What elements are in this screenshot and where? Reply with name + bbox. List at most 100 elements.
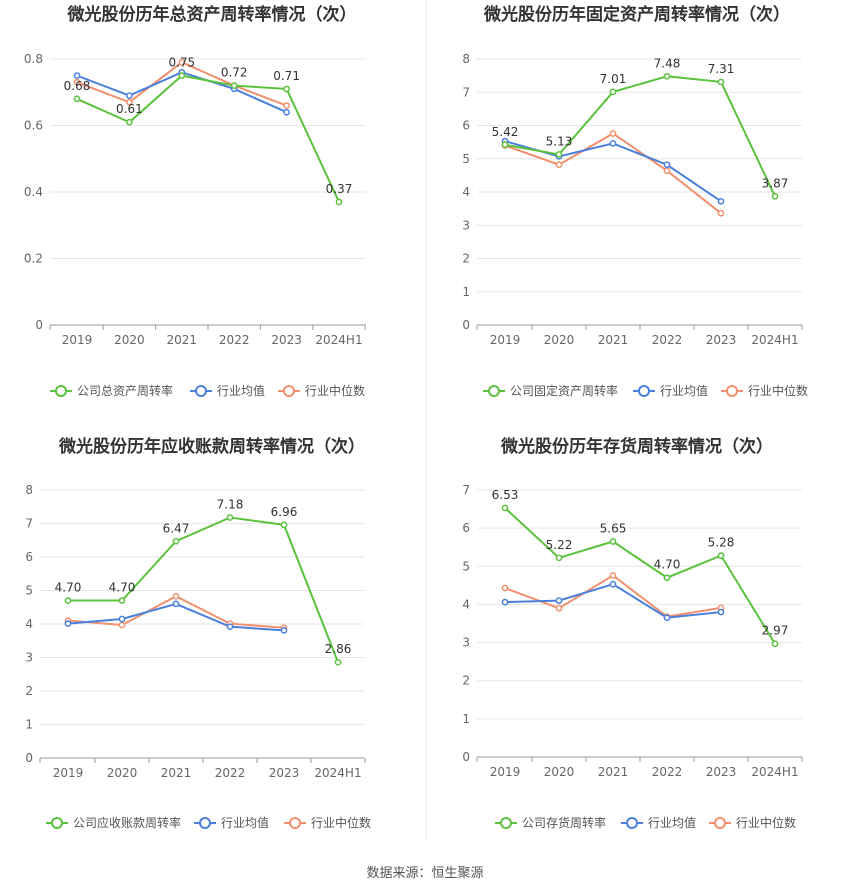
y-tick-label: 5 [462, 152, 470, 166]
data-point [501, 504, 509, 512]
data-label: 5.13 [546, 134, 573, 148]
y-tick-label: 4 [25, 617, 33, 631]
legend-label[interactable]: 行业中位数 [748, 383, 808, 398]
data-point [226, 623, 234, 631]
data-label: 0.61 [116, 102, 143, 116]
legend-label[interactable]: 公司总资产周转率 [77, 383, 173, 398]
data-point [118, 621, 126, 629]
data-point [334, 658, 342, 666]
data-point [172, 592, 180, 600]
data-point [118, 615, 126, 623]
series-line [504, 75, 776, 197]
data-label: 6.96 [271, 505, 298, 519]
y-tick-label: 0 [462, 318, 470, 332]
data-point [172, 600, 180, 608]
x-tick-label: 2023 [269, 766, 300, 780]
y-tick-label: 2 [462, 252, 470, 266]
data-label: 0.72 [221, 66, 248, 80]
series-line [67, 602, 285, 632]
data-label: 0.37 [326, 182, 353, 196]
chart-fixed-asset-turnover: 微光股份历年固定资产周转率情况（次） 0 1 2 3 4 5 6 7 8 2019 2020 2021 2… [425, 0, 850, 432]
y-tick-label: 3 [462, 218, 470, 232]
y-tick-label: 3 [462, 636, 470, 650]
data-point [73, 95, 81, 103]
x-tick-label: 2024H1 [315, 333, 362, 347]
legend-swatch-marker [626, 817, 638, 829]
y-tick-label: 7 [462, 85, 470, 99]
legend-label[interactable]: 行业中位数 [736, 815, 796, 830]
y-tick-label: 6 [25, 550, 33, 564]
data-point [663, 161, 671, 169]
data-point [178, 58, 186, 66]
x-tick-label: 2023 [706, 333, 737, 347]
chart-svg: 微光股份历年应收账款周转率情况（次） 0 1 2 3 4 5 6 7 8 2019 2020 2021 2… [25, 436, 371, 830]
data-point [283, 108, 290, 116]
legend-label[interactable]: 行业均值 [217, 383, 265, 398]
x-tick-label: 2021 [598, 333, 629, 347]
data-point [555, 597, 563, 604]
data-point [771, 192, 779, 200]
data-label: 6.47 [163, 521, 190, 535]
y-tick-label: 0 [35, 318, 43, 332]
data-point [609, 538, 617, 545]
x-tick-label: 2022 [652, 333, 683, 347]
legend-label[interactable]: 行业均值 [648, 815, 696, 830]
chart-receivables-turnover: 微光股份历年应收账款周转率情况（次） 0 1 2 3 4 5 6 7 8 2019 2020 2021 2… [0, 432, 425, 864]
legend-swatch-marker [714, 817, 726, 829]
data-point [609, 88, 617, 96]
legend-label[interactable]: 公司固定资产周转率 [510, 383, 618, 398]
data-label: 4.70 [109, 581, 136, 595]
data-point [226, 514, 234, 521]
legend-swatch-marker [500, 817, 512, 829]
data-label: 4.70 [55, 581, 82, 595]
data-label: 7.01 [600, 72, 627, 86]
data-point [501, 141, 509, 149]
legend-label[interactable]: 行业中位数 [305, 383, 365, 398]
x-tick-label: 2024H1 [751, 333, 798, 347]
x-tick-label: 2024H1 [314, 766, 361, 780]
data-point [609, 572, 617, 579]
chart-total-asset-turnover: 微光股份历年总资产周转率情况（次） 0 0.2 0.4 0.6 0.8 2019 2020 20… [0, 0, 425, 432]
data-point [609, 130, 617, 137]
data-label: 5.28 [708, 536, 735, 550]
data-point [501, 584, 509, 592]
data-point [230, 82, 238, 89]
legend-label[interactable]: 公司应收账款周转率 [73, 815, 181, 830]
x-tick-label: 2021 [167, 333, 198, 347]
y-tick-label: 2 [462, 674, 470, 688]
data-point [555, 151, 563, 158]
data-label: 7.18 [217, 497, 244, 511]
y-tick-label: 1 [462, 285, 470, 299]
data-label: 0.68 [64, 79, 91, 93]
y-tick-label: 4 [462, 185, 470, 199]
y-tick-label: 3 [25, 651, 33, 665]
data-label: 0.75 [168, 56, 195, 70]
legend-swatch-marker [283, 385, 295, 397]
data-point [771, 640, 779, 648]
data-point [178, 72, 186, 79]
data-source: 数据来源：恒生聚源 [366, 866, 484, 881]
data-point [280, 521, 288, 529]
legend-label[interactable]: 行业中位数 [311, 815, 371, 830]
data-point [717, 78, 725, 86]
data-point [717, 197, 725, 205]
legend-label[interactable]: 行业均值 [221, 815, 269, 830]
x-tick-label: 2019 [490, 333, 521, 347]
data-point [555, 554, 563, 562]
data-point [73, 78, 81, 86]
data-point [126, 98, 133, 106]
data-point [283, 102, 290, 109]
x-tick-label: 2019 [490, 765, 521, 779]
legend-swatch-marker [199, 817, 211, 829]
legend-label[interactable]: 公司存货周转率 [522, 815, 606, 830]
data-point [717, 608, 725, 616]
y-tick-label: 4 [462, 597, 470, 611]
legend-label[interactable]: 行业均值 [660, 383, 708, 398]
data-label: 0.71 [273, 69, 300, 83]
x-tick-label: 2020 [544, 333, 575, 347]
chart-svg: 微光股份历年存货周转率情况（次） 0 1 2 3 4 5 6 7 2019 2020 2021 2022… [462, 436, 803, 830]
x-tick-label: 2022 [652, 765, 683, 779]
data-label: 4.70 [654, 558, 681, 572]
y-tick-label: 1 [462, 712, 470, 726]
data-point [335, 198, 343, 206]
